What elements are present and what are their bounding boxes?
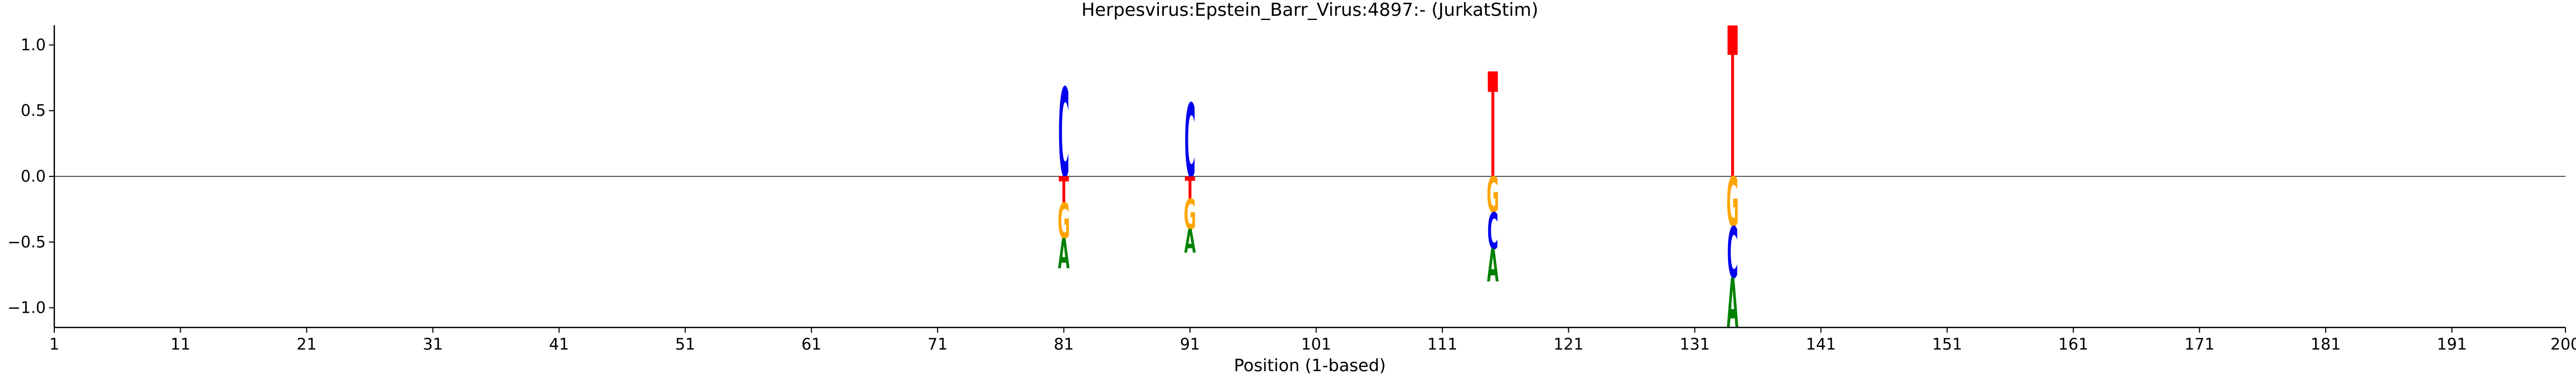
logo-letter-c: C bbox=[1727, 213, 1738, 294]
x-tick-label: 91 bbox=[1180, 335, 1200, 354]
x-axis-title: Position (1-based) bbox=[1234, 355, 1385, 375]
logo-letter-a: A bbox=[1058, 230, 1070, 278]
x-tick-label: 111 bbox=[1427, 335, 1457, 354]
logo-letter-a: A bbox=[1727, 265, 1739, 344]
x-tick-label: 11 bbox=[170, 335, 190, 354]
logo-letter-t: T bbox=[1059, 170, 1069, 212]
x-tick-label: 171 bbox=[2184, 335, 2214, 354]
x-tick-label: 41 bbox=[549, 335, 569, 354]
logo-letter-a: A bbox=[1487, 241, 1499, 293]
logo-letter-c: C bbox=[1185, 84, 1196, 201]
logo-letter-g: G bbox=[1487, 168, 1499, 224]
logo-letter-g: G bbox=[1726, 164, 1739, 243]
x-tick-label: 31 bbox=[423, 335, 443, 354]
y-tick-label: 1.0 bbox=[21, 36, 46, 54]
chart-title: Herpesvirus:Epstein_Barr_Virus:4897:- (J… bbox=[1081, 0, 1538, 21]
x-tick-label: 81 bbox=[1053, 335, 1074, 354]
x-axis-ticks: 1 11 21 31 41 51 61 71 81 91 101 111 121 131 141 151 161… bbox=[49, 327, 2576, 354]
x-tick-label: 161 bbox=[2058, 335, 2089, 354]
x-tick-label: 121 bbox=[1554, 335, 1584, 354]
y-tick-label: 0.5 bbox=[21, 102, 46, 120]
x-tick-label: 200 bbox=[2550, 335, 2576, 354]
x-tick-label: 1 bbox=[49, 335, 59, 354]
y-axis-ticks: −1.0 −0.5 0.0 0.5 1.0 bbox=[7, 36, 54, 317]
logo-letter-g: G bbox=[1184, 191, 1196, 239]
x-tick-label: 131 bbox=[1680, 335, 1710, 354]
x-tick-label: 101 bbox=[1301, 335, 1331, 354]
x-tick-label: 21 bbox=[297, 335, 317, 354]
x-tick-label: 141 bbox=[1806, 335, 1836, 354]
logo-letter-g: G bbox=[1058, 194, 1070, 251]
y-tick-label: −1.0 bbox=[7, 299, 46, 317]
x-tick-label: 51 bbox=[675, 335, 695, 354]
y-tick-label: 0.0 bbox=[21, 167, 46, 186]
x-tick-label: 61 bbox=[802, 335, 822, 354]
y-tick-label: −0.5 bbox=[7, 233, 46, 252]
logo-letter-c: C bbox=[1058, 63, 1069, 206]
logo-letter-t: T bbox=[1185, 170, 1195, 206]
x-tick-label: 191 bbox=[2437, 335, 2467, 354]
logo-letter-a: A bbox=[1184, 223, 1196, 261]
logo-letter-t: T bbox=[1728, 0, 1738, 225]
x-tick-label: 71 bbox=[928, 335, 948, 354]
x-tick-label: 181 bbox=[2310, 335, 2340, 354]
logo-letter-t: T bbox=[1488, 43, 1498, 211]
x-tick-label: 151 bbox=[1932, 335, 1962, 354]
logo-letter-c: C bbox=[1487, 202, 1498, 261]
